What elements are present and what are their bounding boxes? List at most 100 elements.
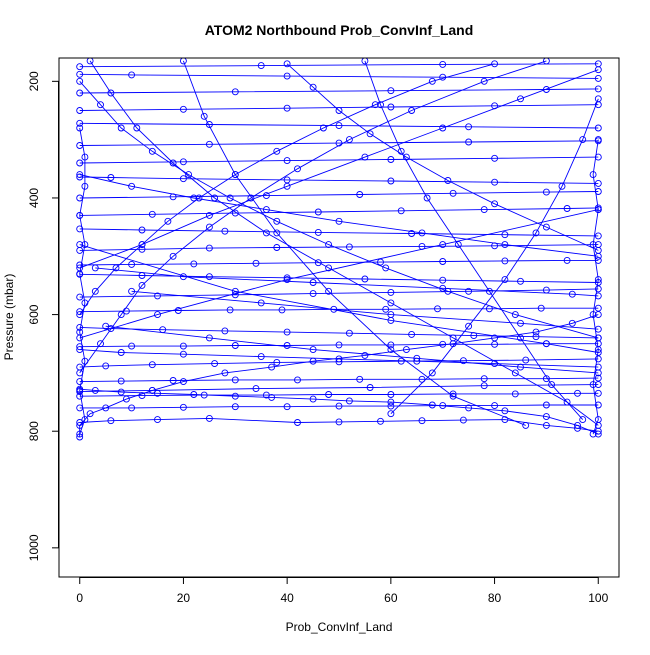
series-line — [79, 404, 599, 409]
data-point — [76, 211, 84, 219]
data-point — [179, 403, 187, 411]
data-point — [273, 244, 281, 251]
data-point — [439, 60, 447, 68]
data-point — [128, 260, 136, 268]
data-point — [387, 410, 395, 418]
data-point — [76, 264, 84, 272]
data-point — [169, 377, 177, 384]
series-line — [79, 191, 599, 199]
data-point — [169, 252, 177, 260]
series-line — [79, 377, 599, 383]
series-line — [79, 326, 599, 339]
series-profile — [76, 66, 602, 272]
data-point — [449, 334, 457, 342]
data-point — [517, 277, 524, 285]
data-point — [283, 403, 291, 411]
data-point — [154, 311, 161, 319]
data-point — [589, 171, 597, 179]
data-point — [76, 388, 84, 396]
data-point — [542, 413, 550, 421]
data-point — [76, 107, 84, 114]
data-point — [501, 407, 509, 415]
data-point — [294, 376, 301, 384]
data-point — [252, 385, 260, 393]
data-point — [205, 223, 213, 231]
data-point — [221, 327, 229, 335]
data-point — [522, 356, 530, 364]
series-line — [79, 244, 599, 353]
data-point — [154, 292, 161, 300]
data-point — [335, 217, 343, 225]
data-point — [76, 119, 84, 127]
data-point — [563, 398, 571, 406]
data-point — [283, 328, 291, 336]
x-tick-label: 80 — [488, 591, 502, 605]
data-point — [76, 63, 84, 71]
data-point — [594, 363, 602, 371]
data-point — [221, 227, 229, 235]
data-point — [371, 101, 379, 109]
data-point — [117, 349, 125, 356]
series-line — [79, 88, 599, 94]
data-point — [594, 346, 602, 354]
series-line — [79, 259, 599, 266]
data-point — [387, 391, 395, 398]
data-point — [594, 325, 602, 333]
x-axis-label: Prob_ConvInf_Land — [286, 620, 393, 634]
data-point — [283, 274, 291, 282]
data-point — [491, 340, 499, 348]
data-point — [366, 384, 374, 391]
data-point — [491, 360, 499, 368]
data-point — [221, 369, 229, 377]
data-point — [314, 259, 322, 267]
data-point — [594, 304, 602, 312]
series-line — [95, 267, 599, 297]
data-point — [138, 241, 146, 249]
data-point — [294, 419, 301, 426]
data-point — [594, 416, 602, 424]
data-point — [231, 342, 239, 349]
data-point — [454, 241, 462, 249]
data-point — [387, 288, 395, 296]
data-point — [594, 389, 602, 397]
data-point — [459, 416, 467, 424]
data-point — [283, 342, 291, 349]
data-point — [190, 194, 198, 202]
data-point — [413, 357, 421, 365]
data-point — [231, 392, 239, 400]
series-profile — [76, 119, 602, 132]
data-point — [361, 351, 369, 359]
data-point — [283, 276, 291, 284]
data-point — [594, 85, 602, 93]
series-line — [89, 60, 599, 426]
data-point — [501, 241, 509, 249]
data-point — [377, 258, 384, 266]
data-point — [138, 226, 146, 234]
data-point — [387, 156, 395, 163]
series-profile — [283, 60, 602, 254]
data-point — [594, 349, 602, 356]
series-profile — [76, 171, 602, 260]
x-tick-label: 40 — [280, 591, 294, 605]
data-point — [102, 362, 110, 370]
data-point — [563, 205, 571, 212]
data-point — [107, 174, 115, 181]
data-point — [81, 357, 89, 365]
data-point — [205, 273, 213, 281]
series-line — [79, 156, 599, 164]
data-point — [190, 260, 198, 268]
data-point — [517, 334, 524, 342]
series-profile — [76, 241, 602, 356]
data-point — [444, 287, 452, 295]
data-point — [76, 159, 84, 167]
data-point — [257, 353, 265, 361]
data-point — [257, 62, 265, 70]
data-point — [76, 419, 84, 426]
data-point — [273, 217, 281, 225]
data-point — [148, 386, 156, 394]
data-point — [179, 105, 187, 113]
series-line — [79, 127, 86, 435]
data-point — [465, 138, 473, 146]
data-point — [97, 340, 104, 348]
data-point — [532, 229, 540, 237]
